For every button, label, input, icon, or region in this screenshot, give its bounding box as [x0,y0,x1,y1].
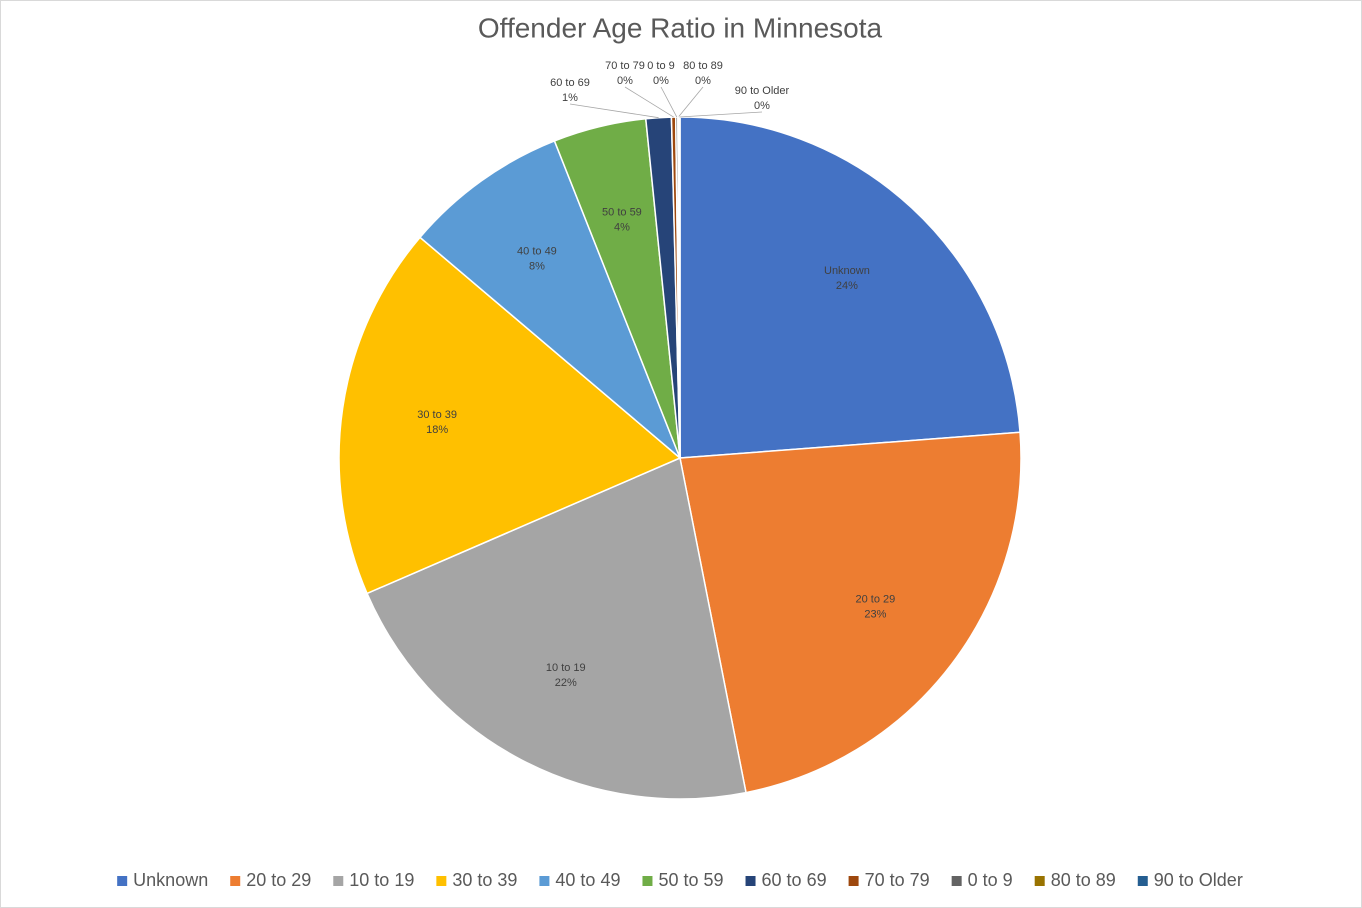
leader-line [679,111,763,118]
data-label-value: 1% [562,92,578,104]
data-label-value: 0% [617,75,633,87]
legend-swatch [436,876,447,886]
pie-slice [418,139,681,459]
data-label-name: 50 to 59 [602,206,642,218]
data-label-name: 10 to 19 [546,662,586,674]
legend-label: 70 to 79 [865,870,930,890]
data-label-value: 0% [695,75,711,87]
pie-slice [679,116,1021,459]
chart-title: Offender Age Ratio in Minnesota [478,12,883,43]
leader-line [569,103,659,119]
data-label-name: 40 to 49 [517,245,557,257]
data-label-name: Unknown [824,265,870,277]
legend-label: 10 to 19 [349,870,414,890]
data-label-name: 20 to 29 [856,594,896,606]
legend-swatch [848,876,859,886]
legend-label: 90 to Older [1154,870,1243,890]
data-label-name: 90 to Older [735,85,790,97]
legend-swatch [539,876,550,886]
pie-slice [366,456,747,800]
legend-label: 40 to 49 [555,870,620,890]
legend-swatch [333,876,344,886]
data-label-name: 0 to 9 [647,60,675,72]
pie-slice [338,236,682,595]
legend-label: 50 to 59 [658,870,723,890]
leader-line [624,86,674,118]
data-label-value: 0% [754,100,770,112]
leader-line [660,86,678,118]
data-label-value: 23% [864,609,886,621]
legend-label: 30 to 39 [452,870,517,890]
data-label-value: 18% [426,424,448,436]
data-label-value: 0% [653,75,669,87]
data-label-name: 70 to 79 [605,60,645,72]
leader-line [678,86,704,118]
legend-label: 60 to 69 [762,870,827,890]
data-label-value: 8% [529,260,545,272]
legend-label: 80 to 89 [1051,870,1116,890]
data-label-name: 80 to 89 [683,60,723,72]
data-label-value: 22% [555,677,577,689]
pie-slice [678,116,681,459]
data-label-value: 24% [836,280,858,292]
pie-slice [679,431,1022,794]
data-label-name: 30 to 39 [417,409,457,421]
legend-label: Unknown [133,870,208,890]
legend-swatch [117,876,128,886]
legend-swatch [642,876,653,886]
data-label-name: 60 to 69 [550,77,590,89]
legend-swatch [1034,876,1045,886]
legend-swatch [1137,876,1148,886]
legend-label: 20 to 29 [246,870,311,890]
legend-swatch [951,876,962,886]
legend-swatch [230,876,241,886]
legend-swatch [745,876,756,886]
legend-label: 0 to 9 [968,870,1013,890]
data-label-value: 4% [614,221,630,233]
